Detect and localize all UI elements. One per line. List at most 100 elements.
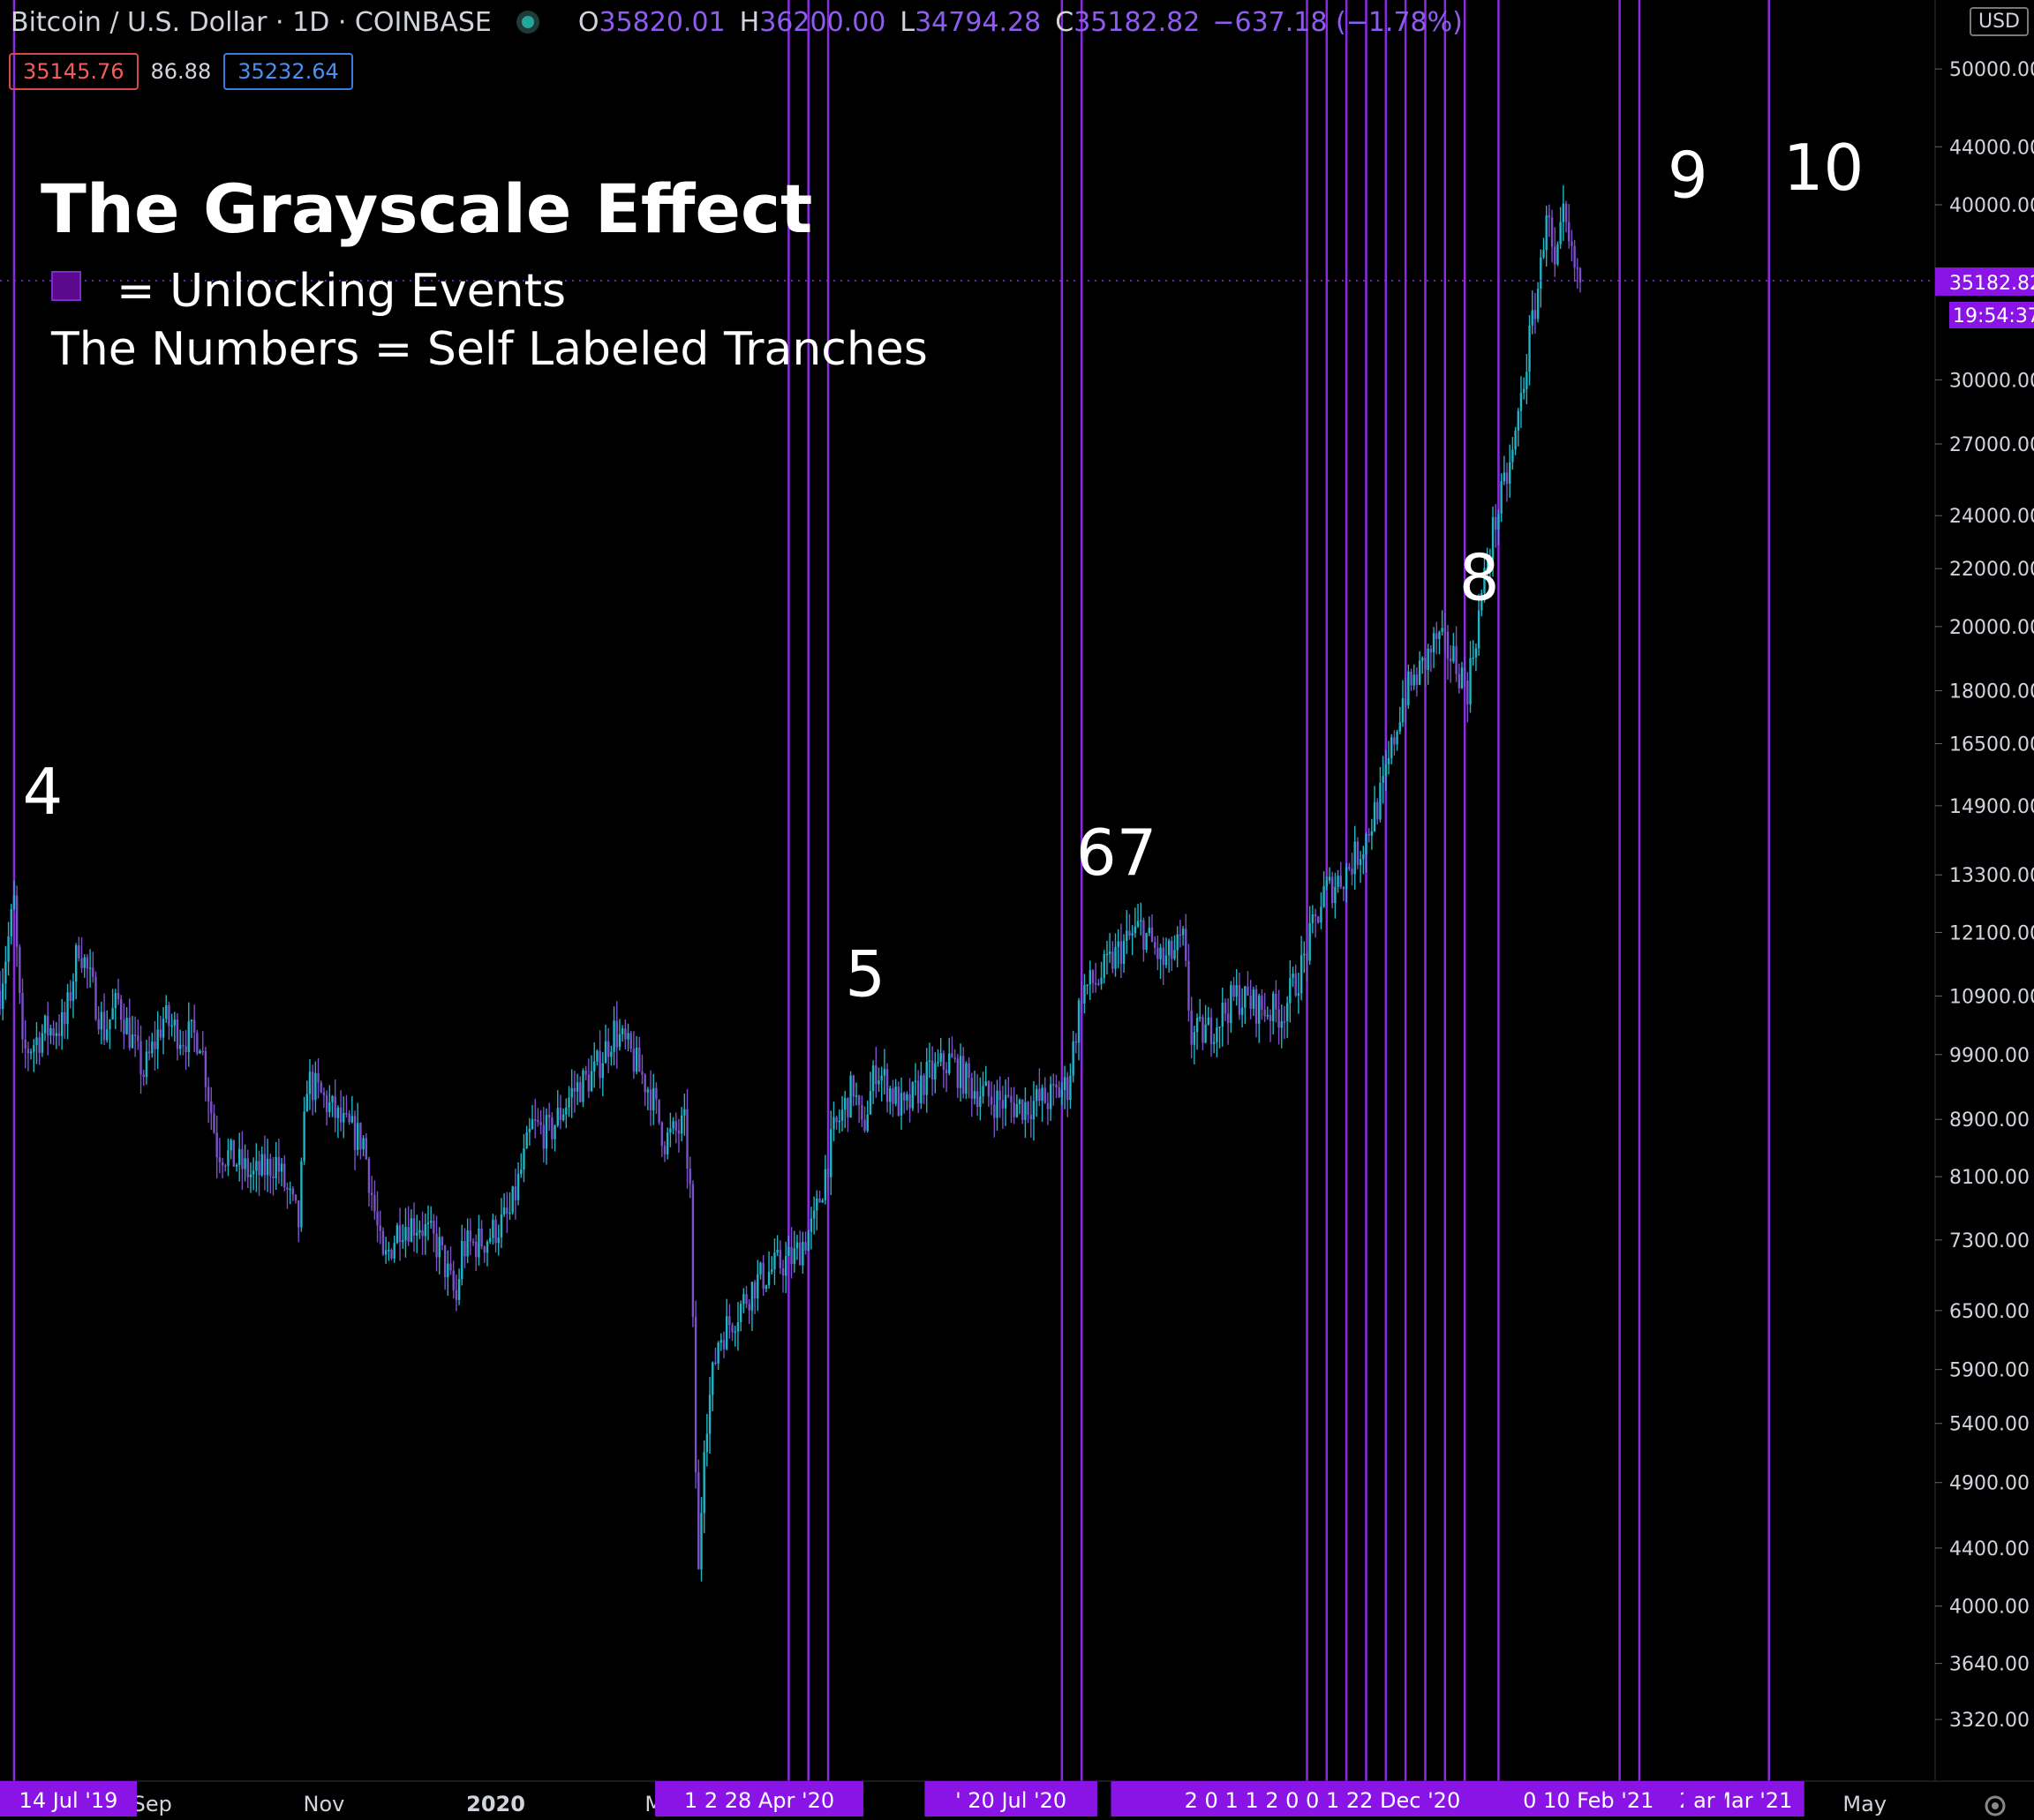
candle-body	[965, 1063, 968, 1094]
candle-body	[672, 1121, 674, 1129]
price-axis[interactable]: 50000.00 44000.00 40000.00 30000.00 27000.00…	[1934, 0, 2034, 1781]
candle-body	[976, 1091, 979, 1107]
candle	[1559, 207, 1562, 249]
time-axis[interactable]: SepNov2020MarSepMay14 Jul '191 2 28 Apr …	[0, 1780, 2034, 1816]
candle-body	[979, 1096, 982, 1107]
candle-body	[1212, 1042, 1216, 1044]
candle-body	[798, 1242, 802, 1266]
candle	[294, 1194, 298, 1204]
symbol-title[interactable]: Bitcoin / U.S. Dollar · 1D · COINBASE	[11, 7, 492, 38]
candle-body	[1117, 941, 1119, 947]
candle-body	[953, 1057, 956, 1059]
candle-body	[1142, 920, 1145, 951]
candle	[26, 1042, 30, 1072]
candle	[663, 1140, 667, 1162]
buy-button[interactable]: 35232.64	[223, 53, 353, 90]
event-date-label-text: 0 10 Feb '21	[1523, 1788, 1654, 1813]
event-date-label[interactable]: 2 0 1 1 2 0 0 1 22 Dec '20	[1111, 1781, 1534, 1816]
candle-body	[674, 1121, 677, 1131]
candle	[1435, 621, 1438, 655]
candle	[241, 1131, 244, 1191]
candle-body	[57, 1033, 61, 1036]
candle-body	[930, 1060, 934, 1080]
candle	[930, 1046, 934, 1096]
candle	[793, 1230, 795, 1273]
candle-body	[959, 1056, 962, 1088]
candle-body	[1497, 514, 1500, 530]
candle-body	[438, 1237, 441, 1258]
candle-body	[615, 1020, 618, 1048]
event-date-label[interactable]: ar	[1683, 1781, 1725, 1816]
settings-gear-icon[interactable]	[1985, 1795, 2006, 1816]
candle-body	[762, 1262, 765, 1290]
candle-body	[1185, 929, 1187, 961]
candle-body	[1446, 631, 1450, 659]
candle-body	[359, 1123, 362, 1150]
candle-body	[1263, 1009, 1266, 1017]
sell-button[interactable]: 35145.76	[9, 53, 139, 90]
candle	[618, 1019, 622, 1051]
candle	[230, 1138, 232, 1160]
candle-body	[162, 1019, 165, 1038]
candle	[1145, 932, 1148, 953]
candle	[41, 1024, 44, 1057]
candle	[1356, 837, 1360, 869]
event-date-label[interactable]: 1 2 28 Apr '20	[655, 1781, 864, 1816]
candle	[1432, 627, 1435, 668]
candle	[1528, 314, 1531, 386]
candle	[965, 1061, 968, 1099]
price-tick-label: 27000.00	[1949, 434, 2034, 456]
price-tick-label: 22000.00	[1949, 559, 2034, 581]
candle-body	[1190, 1010, 1193, 1045]
event-date-label[interactable]: ' 20 Jul '20	[924, 1781, 1097, 1816]
candle	[750, 1281, 754, 1331]
candle-body	[1289, 977, 1292, 1004]
candle	[1483, 555, 1486, 603]
candle-body	[1052, 1084, 1055, 1086]
candle	[1488, 548, 1492, 589]
candle-body	[618, 1034, 622, 1048]
candle	[759, 1261, 762, 1280]
candle	[308, 1058, 312, 1110]
candle-body	[218, 1157, 222, 1162]
candle	[712, 1361, 714, 1411]
candle	[996, 1079, 998, 1131]
candle	[900, 1077, 903, 1130]
candle	[1474, 643, 1478, 672]
candle	[987, 1079, 991, 1107]
candle	[1164, 937, 1168, 968]
candle	[694, 1300, 697, 1489]
candle-body	[52, 1027, 55, 1036]
candle-body	[1370, 831, 1374, 836]
candle-body	[43, 1015, 47, 1034]
candle	[492, 1214, 494, 1245]
candle-body	[1480, 593, 1483, 611]
candle	[1339, 861, 1342, 890]
candle-body	[447, 1263, 449, 1278]
candle-body	[1269, 1015, 1272, 1021]
candle	[771, 1256, 773, 1275]
currency-unit-button[interactable]: USD	[1969, 7, 2029, 36]
candle-body	[1271, 993, 1275, 1021]
candle	[78, 936, 80, 962]
candle	[170, 1013, 173, 1037]
candle	[1500, 473, 1503, 523]
candle-body	[725, 1316, 728, 1350]
candle	[559, 1094, 562, 1130]
candle-body	[570, 1087, 573, 1098]
candle-body	[246, 1158, 249, 1177]
candle	[579, 1076, 582, 1103]
candle	[908, 1078, 911, 1123]
tranche-label: 4	[23, 755, 64, 829]
candle	[421, 1211, 424, 1255]
candle-body	[579, 1082, 582, 1102]
candle-body	[379, 1225, 381, 1231]
event-date-label[interactable]: 0 10 Feb '21	[1502, 1781, 1675, 1816]
candle-body	[488, 1237, 492, 1242]
event-date-label[interactable]: 14 Jul '19	[0, 1781, 137, 1816]
candle	[10, 904, 12, 945]
candle-body	[1193, 1032, 1196, 1045]
candle-body	[185, 1046, 187, 1052]
candle-body	[1337, 876, 1339, 887]
